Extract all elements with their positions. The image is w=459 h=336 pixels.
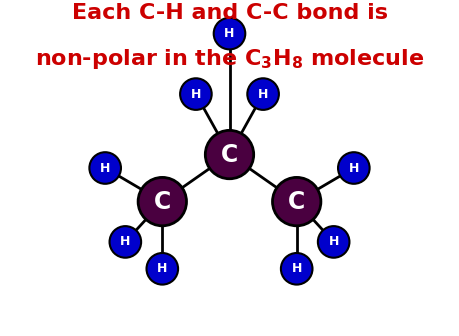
Circle shape [273,177,321,226]
Text: H: H [291,262,302,275]
Text: H: H [190,88,201,100]
Circle shape [110,226,141,258]
Text: H: H [157,262,168,275]
Circle shape [90,152,121,184]
Circle shape [318,226,349,258]
Text: C: C [154,190,171,214]
Circle shape [205,130,254,179]
Circle shape [180,78,212,110]
Circle shape [146,253,178,285]
Text: H: H [120,236,130,248]
Text: H: H [224,27,235,40]
Text: non-polar in the $\mathbf{C_3H_8}$ molecule: non-polar in the $\mathbf{C_3H_8}$ molec… [35,47,424,71]
Circle shape [214,18,245,49]
Circle shape [138,177,186,226]
Text: H: H [349,162,359,174]
Text: H: H [100,162,110,174]
Circle shape [281,253,313,285]
Circle shape [338,152,369,184]
Circle shape [247,78,279,110]
Text: C: C [288,190,305,214]
Text: C: C [221,142,238,167]
Text: Each C-H and C-C bond is: Each C-H and C-C bond is [72,3,387,24]
Text: H: H [329,236,339,248]
Text: H: H [258,88,269,100]
